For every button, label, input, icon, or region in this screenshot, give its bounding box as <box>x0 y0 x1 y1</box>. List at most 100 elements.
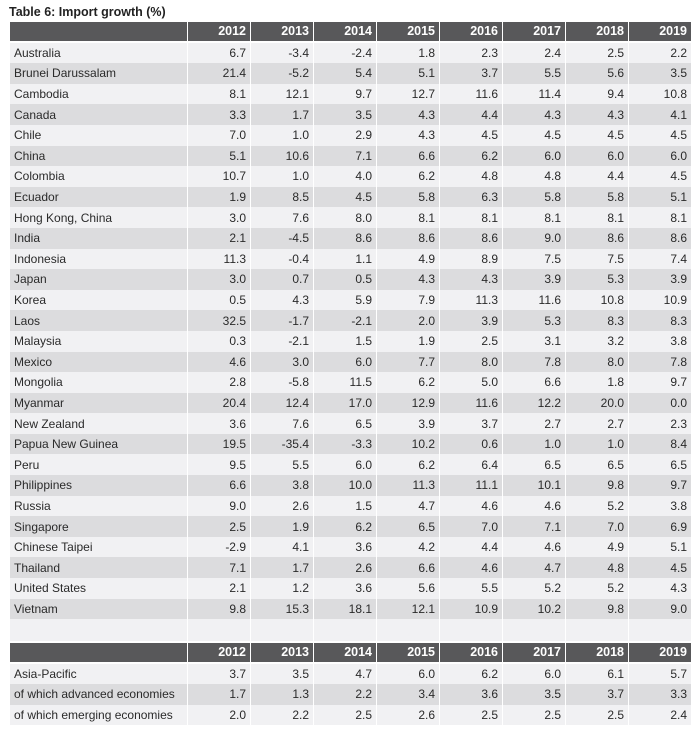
value-cell: 5.3 <box>566 269 628 290</box>
value-cell: 7.7 <box>377 351 439 373</box>
value-cell: 5.0 <box>440 372 502 393</box>
value-cell: 4.7 <box>377 495 439 517</box>
value-cell: 3.2 <box>566 330 628 352</box>
value-cell: 11.3 <box>377 475 439 496</box>
value-cell: 4.6 <box>188 351 250 373</box>
value-cell: 8.6 <box>377 227 439 249</box>
value-cell: 4.9 <box>377 248 439 270</box>
row-label: Australia <box>10 42 187 64</box>
year-header: 2012 <box>188 643 250 664</box>
spacer-cell <box>377 619 439 642</box>
table-row: Mongolia 2.8 -5.8 11.5 6.2 5.0 6.6 1.8 9.7 <box>10 372 691 393</box>
value-cell: 2.1 <box>188 578 250 599</box>
value-cell: 7.0 <box>440 516 502 537</box>
value-cell: 4.4 <box>566 166 628 187</box>
value-cell: 11.5 <box>314 372 376 393</box>
value-cell: 3.5 <box>314 104 376 125</box>
value-cell: 2.5 <box>314 704 376 726</box>
value-cell: 10.6 <box>251 145 313 167</box>
value-cell: 5.5 <box>251 454 313 476</box>
value-cell: 4.3 <box>377 104 439 125</box>
value-cell: 2.5 <box>440 330 502 352</box>
value-cell: 5.5 <box>440 578 502 599</box>
value-cell: 8.1 <box>566 207 628 228</box>
value-cell: 1.7 <box>251 104 313 125</box>
value-cell: 5.1 <box>188 145 250 167</box>
value-cell: -2.9 <box>188 536 250 558</box>
row-label: Malaysia <box>10 330 187 352</box>
row-label: Colombia <box>10 166 187 187</box>
value-cell: 4.5 <box>440 124 502 146</box>
table-row: Korea 0.5 4.3 5.9 7.9 11.3 11.6 10.8 10.9 <box>10 289 691 311</box>
value-cell: 8.1 <box>503 207 565 228</box>
value-cell: 5.4 <box>314 63 376 84</box>
value-cell: 3.9 <box>377 413 439 434</box>
value-cell: 3.7 <box>440 63 502 84</box>
value-cell: 5.8 <box>566 186 628 208</box>
value-cell: 4.3 <box>629 578 691 599</box>
value-cell: 4.5 <box>566 124 628 146</box>
value-cell: 6.0 <box>503 145 565 167</box>
header-blank-cell <box>10 643 187 664</box>
value-cell: 12.1 <box>251 83 313 105</box>
value-cell: 10.8 <box>629 83 691 105</box>
row-label: Peru <box>10 454 187 476</box>
value-cell: 5.8 <box>377 186 439 208</box>
value-cell: 6.0 <box>377 663 439 685</box>
table-row: Russia 9.0 2.6 1.5 4.7 4.6 4.6 5.2 3.8 <box>10 495 691 517</box>
value-cell: 8.0 <box>566 351 628 373</box>
value-cell: 6.0 <box>314 351 376 373</box>
value-cell: 1.0 <box>251 124 313 146</box>
table-row: India 2.1 -4.5 8.6 8.6 8.6 9.0 8.6 8.6 <box>10 227 691 249</box>
value-cell: 3.5 <box>503 684 565 705</box>
value-cell: 11.6 <box>440 83 502 105</box>
value-cell: 3.3 <box>188 104 250 125</box>
value-cell: 12.7 <box>377 83 439 105</box>
table-row: Myanmar 20.4 12.4 17.0 12.9 11.6 12.2 20.0 0.0 <box>10 392 691 414</box>
value-cell: 8.1 <box>377 207 439 228</box>
row-label: Ecuador <box>10 186 187 208</box>
value-cell: 5.1 <box>629 186 691 208</box>
value-cell: 8.0 <box>440 351 502 373</box>
value-cell: 4.6 <box>440 557 502 579</box>
header-blank-cell <box>10 22 187 43</box>
value-cell: 3.6 <box>314 536 376 558</box>
value-cell: 6.2 <box>377 372 439 393</box>
value-cell: 6.2 <box>440 663 502 685</box>
value-cell: 5.7 <box>629 663 691 685</box>
row-label: Russia <box>10 495 187 517</box>
value-cell: 2.0 <box>188 704 250 726</box>
value-cell: 32.5 <box>188 310 250 331</box>
value-cell: 4.7 <box>314 663 376 685</box>
value-cell: 12.2 <box>503 392 565 414</box>
row-label: Brunei Darussalam <box>10 63 187 84</box>
table-row: United States 2.1 1.2 3.6 5.6 5.5 5.2 5.2 4.3 <box>10 578 691 599</box>
value-cell: 11.3 <box>440 289 502 311</box>
spacer-cell <box>629 619 691 642</box>
value-cell: 1.7 <box>251 557 313 579</box>
value-cell: 4.2 <box>377 536 439 558</box>
value-cell: 11.6 <box>440 392 502 414</box>
value-cell: 2.0 <box>377 310 439 331</box>
row-label: Papua New Guinea <box>10 433 187 455</box>
value-cell: 9.7 <box>314 83 376 105</box>
value-cell: 20.4 <box>188 392 250 414</box>
value-cell: 9.8 <box>188 598 250 620</box>
value-cell: 6.4 <box>440 454 502 476</box>
value-cell: 3.9 <box>503 269 565 290</box>
value-cell: 8.1 <box>629 207 691 228</box>
value-cell: 3.9 <box>440 310 502 331</box>
value-cell: 5.2 <box>503 578 565 599</box>
table-row: Indonesia 11.3 -0.4 1.1 4.9 8.9 7.5 7.5 7.4 <box>10 248 691 270</box>
value-cell: -2.1 <box>251 330 313 352</box>
value-cell: 1.8 <box>377 42 439 64</box>
value-cell: 2.2 <box>629 42 691 64</box>
header-row: 2012 2013 2014 2015 2016 2017 2018 2019 <box>10 22 691 43</box>
value-cell: 4.8 <box>503 166 565 187</box>
spacer-cell <box>440 619 502 642</box>
value-cell: 4.6 <box>503 495 565 517</box>
value-cell: 12.9 <box>377 392 439 414</box>
value-cell: 7.8 <box>503 351 565 373</box>
value-cell: 5.1 <box>629 536 691 558</box>
value-cell: 6.7 <box>188 42 250 64</box>
